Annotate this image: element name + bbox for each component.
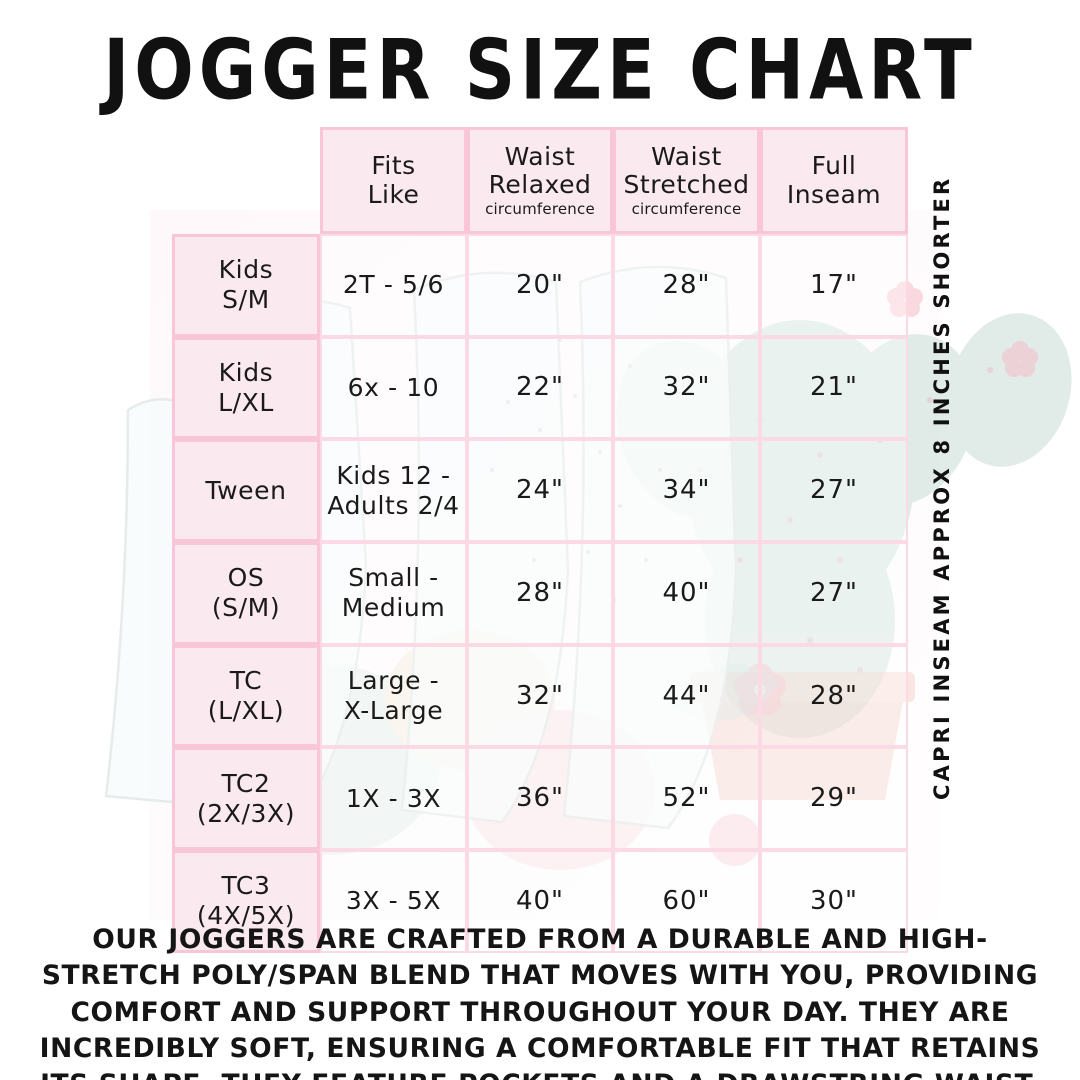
header-line2: Like — [367, 179, 420, 209]
table-row: TC2 (2X/3X) 1X - 3X 36" 52" 29" — [172, 747, 908, 851]
table-header-row: Fits Like Waist Relaxed circumference Wa… — [172, 127, 908, 234]
size-line1: Tween — [205, 475, 287, 505]
waist-stretched-cell: 52" — [613, 747, 760, 851]
fits-like-cell: 1X - 3X — [320, 747, 467, 851]
waist-stretched-cell: 44" — [613, 644, 760, 748]
table-row: Kids L/XL 6x - 10 22" 32" 21" — [172, 336, 908, 440]
fits-line2: Medium — [341, 593, 446, 623]
full-inseam-cell: 21" — [760, 336, 908, 440]
waist-stretched-cell: 32" — [613, 336, 760, 440]
size-label-cell: OS (S/M) — [172, 542, 320, 645]
capri-inseam-note: CAPRI INSEAM APPROX 8 INCHES SHORTER — [930, 175, 954, 800]
fits-line1: 6x - 10 — [347, 373, 440, 403]
waist-relaxed-cell: 22" — [467, 336, 613, 440]
fits-like-cell: Kids 12 - Adults 2/4 — [320, 439, 467, 543]
column-header-fits-like: Fits Like — [320, 127, 467, 234]
size-line1: Kids — [218, 255, 274, 285]
waist-relaxed-cell: 20" — [467, 234, 613, 337]
fabric-description-footer: OUR JOGGERS ARE CRAFTED FROM A DURABLE A… — [39, 924, 1041, 1080]
table-row: OS (S/M) Small - Medium 28" 40" 27" — [172, 542, 908, 645]
waist-relaxed-cell: 32" — [467, 644, 613, 748]
full-inseam-cell: 29" — [760, 747, 908, 851]
column-header-waist-relaxed: Waist Relaxed circumference — [467, 127, 613, 234]
table-row: Kids S/M 2T - 5/6 20" 28" 17" — [172, 234, 908, 337]
header-line2: Relaxed — [488, 170, 592, 200]
size-label-cell: TC (L/XL) — [172, 644, 320, 748]
fits-line1: Kids 12 - — [336, 460, 451, 490]
waist-stretched-cell: 28" — [613, 234, 760, 337]
header-line2: Inseam — [786, 179, 882, 209]
header-line1: Waist — [504, 141, 576, 171]
size-label-cell: TC2 (2X/3X) — [172, 747, 320, 851]
fits-line2: X-Large — [343, 696, 444, 726]
waist-relaxed-cell: 36" — [467, 747, 613, 851]
waist-relaxed-cell: 24" — [467, 439, 613, 543]
column-header-waist-stretched: Waist Stretched circumference — [613, 127, 760, 234]
header-line1: Waist — [651, 141, 722, 171]
table-row: Tween Kids 12 - Adults 2/4 24" 34" 27" — [172, 439, 908, 543]
size-line1: TC2 — [221, 768, 271, 798]
header-line1: Full — [811, 151, 857, 180]
fits-line1: 1X - 3X — [345, 783, 442, 813]
fits-line1: Small - — [348, 563, 439, 593]
fits-line1: Large - — [347, 666, 440, 696]
corner-cell — [172, 127, 320, 234]
waist-stretched-cell: 34" — [613, 439, 760, 543]
column-header-full-inseam: Full Inseam — [760, 127, 908, 234]
fits-like-cell: Large - X-Large — [320, 644, 467, 748]
full-inseam-cell: 27" — [760, 439, 908, 543]
full-inseam-cell: 27" — [760, 542, 908, 645]
header-line2: Stretched — [623, 170, 750, 200]
fits-like-cell: 2T - 5/6 — [320, 234, 467, 337]
size-line2: (S/M) — [211, 593, 281, 623]
full-inseam-cell: 17" — [760, 234, 908, 337]
header-line1: Fits — [371, 151, 416, 180]
full-inseam-cell: 28" — [760, 644, 908, 748]
size-line1: Kids — [218, 358, 274, 388]
fits-like-cell: Small - Medium — [320, 542, 467, 645]
header-subtitle: circumference — [631, 199, 742, 218]
header-subtitle: circumference — [485, 199, 595, 218]
fits-line1: 3X - 5X — [345, 886, 442, 916]
jogger-size-chart-table: Fits Like Waist Relaxed circumference Wa… — [172, 127, 908, 953]
size-line1: TC3 — [221, 871, 271, 901]
size-line2: S/M — [222, 285, 270, 315]
fits-like-cell: 6x - 10 — [320, 336, 467, 440]
waist-relaxed-cell: 28" — [467, 542, 613, 645]
table-row: TC (L/XL) Large - X-Large 32" 44" 28" — [172, 644, 908, 748]
fits-line2: Adults 2/4 — [327, 490, 460, 520]
size-label-cell: Kids S/M — [172, 234, 320, 337]
size-line2: (2X/3X) — [196, 798, 296, 828]
size-label-cell: Kids L/XL — [172, 336, 320, 440]
waist-stretched-cell: 40" — [613, 542, 760, 645]
size-line1: OS — [227, 563, 265, 593]
fits-line1: 2T - 5/6 — [342, 270, 445, 300]
size-label-cell: Tween — [172, 439, 320, 543]
page-title: JOGGER SIZE CHART — [103, 22, 977, 119]
size-line2: L/XL — [218, 388, 274, 418]
size-line2: (L/XL) — [207, 696, 285, 726]
size-line1: TC — [229, 666, 263, 696]
